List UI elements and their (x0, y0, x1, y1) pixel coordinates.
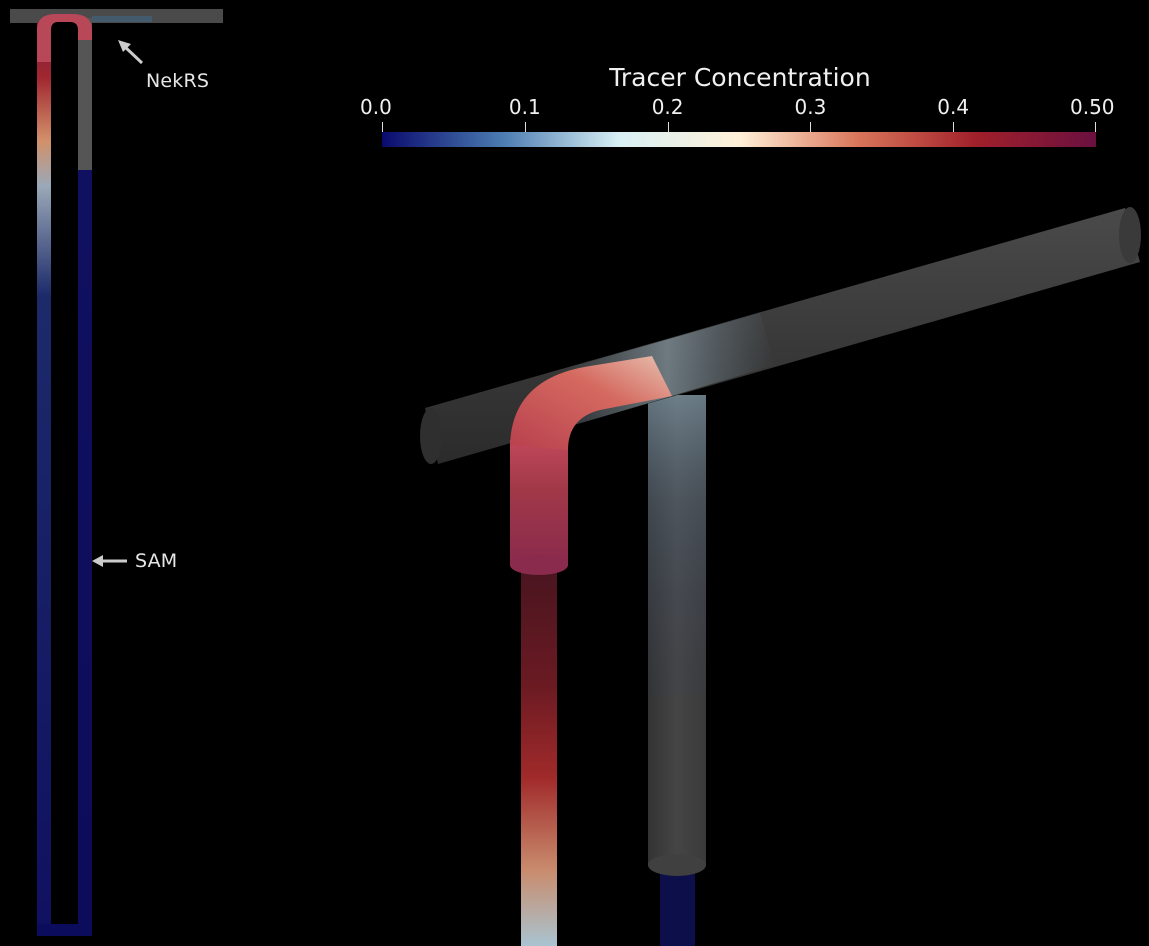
thumbnail-left-leg (37, 22, 51, 934)
colorbar-tick-mark (1095, 122, 1096, 133)
thumbnail-inner (51, 22, 78, 924)
pipe-elbow (510, 356, 672, 450)
horizontal-pipe-right-end (1119, 207, 1141, 263)
colorbar (382, 132, 1096, 147)
nekrs-label: NekRS (146, 70, 210, 92)
colorbar-tick-label: 0.0 (360, 95, 392, 119)
thumbnail-elbow (37, 14, 92, 62)
main-3d-view (420, 207, 1141, 946)
left-vertical-pipe (510, 440, 568, 565)
colorbar-tick-mark (524, 122, 526, 133)
sam-label: SAM (135, 550, 178, 572)
right-pipe-glow (648, 395, 706, 695)
right-pipe-end (648, 854, 706, 876)
left-lower-pipe (521, 572, 557, 946)
nekrs-arrow (118, 40, 144, 65)
left-pipe-end (510, 555, 568, 575)
colorbar-title: Tracer Concentration (609, 63, 871, 92)
colorbar-tick-label: 0.1 (508, 95, 541, 119)
horizontal-pipe-left-end (420, 408, 442, 464)
colorbar-tick-label: 0.3 (794, 95, 827, 119)
colorbar-tick-mark (953, 122, 955, 133)
colorbar-tick-label: 0.2 (651, 95, 684, 119)
colorbar-tick-mark (810, 122, 812, 133)
colorbar-tick-label: 0.4 (937, 95, 970, 119)
thumbnail-right-leg-gray (78, 18, 92, 170)
thumbnail-right-leg (78, 170, 92, 934)
right-lower-pipe (660, 868, 695, 946)
colorbar-tick-mark (667, 122, 669, 133)
colorbar-tick-label: 0.50 (1070, 95, 1115, 119)
colorbar-tick-mark (382, 122, 383, 133)
thumbnail-glow (92, 16, 152, 22)
overview-thumbnail (10, 9, 223, 936)
sam-arrow (92, 555, 127, 567)
thumbnail-bottom (37, 924, 92, 936)
